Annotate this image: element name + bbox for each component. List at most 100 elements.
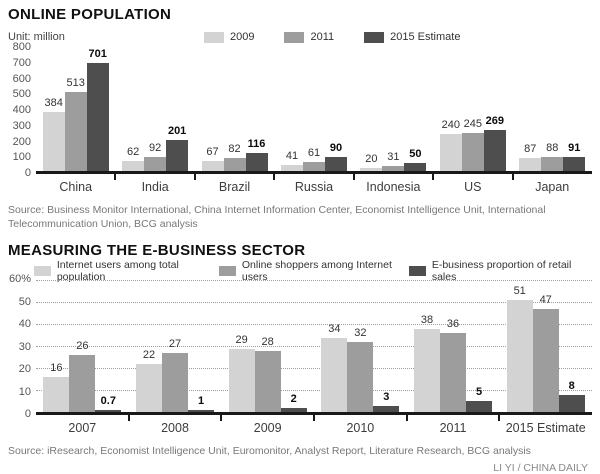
legend-swatch xyxy=(204,31,224,43)
bar-group: 67 82 116 xyxy=(195,48,276,180)
section-online-population: ONLINE POPULATION Unit: million 2009 2011… xyxy=(8,6,592,231)
bar-value-label: 513 xyxy=(66,77,85,90)
bar-value-label: 50 xyxy=(409,148,422,161)
bar-value-label: 41 xyxy=(285,149,299,162)
y-axis-tick-label: 800 xyxy=(12,41,31,53)
bar-series-2: 32 xyxy=(347,327,374,413)
chart1-y-axis: 800 700 600 500 400 300 200 100 0 xyxy=(8,42,36,179)
bar-series-1: 34 xyxy=(321,323,348,413)
bar-series-1: 384 xyxy=(42,97,65,171)
bar-series-3: 8 xyxy=(558,380,585,413)
gridline xyxy=(36,346,592,348)
bar-value-label: 201 xyxy=(167,125,187,138)
bar-value-label: 20 xyxy=(365,152,378,165)
bar-value-label: 3 xyxy=(383,390,390,403)
bar-value-label: 92 xyxy=(149,141,162,154)
bar-group: 51 47 8 xyxy=(499,280,592,413)
bar-value-label: 27 xyxy=(168,337,182,350)
y-axis-tick-label: 500 xyxy=(12,88,31,101)
chart1-source: Source: Business Monitor International, … xyxy=(8,204,546,231)
bar-group: 384 513 701 xyxy=(36,48,117,180)
chart1-plot-area: 384 513 701 62 92 201 67 82 116 41 61 90 20 31 50 240 24… xyxy=(36,48,592,180)
bar-group: 62 92 201 xyxy=(115,48,196,180)
legend-swatch xyxy=(284,31,305,43)
gridline xyxy=(36,280,592,282)
bar-value-label: 88 xyxy=(546,142,559,155)
bar-value-label: 8 xyxy=(568,379,575,392)
bar-series-3: 701 xyxy=(86,48,109,171)
legend-label: 2011 xyxy=(310,31,335,43)
y-axis-tick-label: 30 xyxy=(18,340,31,353)
bar-series-3: 0.7 xyxy=(95,395,122,413)
bar-series-1: 87 xyxy=(519,143,542,171)
bar-value-label: 34 xyxy=(328,322,341,335)
bar-value-label: 61 xyxy=(307,146,321,159)
chart2-source: Source: iResearch, Economist Intelligenc… xyxy=(8,445,531,458)
bar-value-label: 87 xyxy=(524,142,537,155)
y-axis-tick-label: 0 xyxy=(24,408,31,421)
x-axis-tick xyxy=(127,415,130,422)
bar-series-1: 22 xyxy=(136,349,162,413)
gridline xyxy=(36,302,592,304)
bar-series-3: 90 xyxy=(324,142,347,171)
chart2-title: MEASURING THE E-BUSINESS SECTOR xyxy=(8,242,306,260)
bar-series-2: 47 xyxy=(532,294,559,413)
bar-value-label: 82 xyxy=(228,143,241,156)
x-axis-label: 2010 xyxy=(346,421,375,436)
chart2-plot: 60% 50 40 30 20 10 0 16 26 0.7 22 27 1 29 28 2 34 32 3 38 3… xyxy=(8,274,592,422)
bar-value-label: 38 xyxy=(420,313,434,326)
bar-series-2: 92 xyxy=(144,142,167,171)
bar-series-2: 61 xyxy=(302,147,325,171)
y-axis-tick-label: 60% xyxy=(8,273,31,286)
bar-value-label: 32 xyxy=(354,326,367,339)
bar-value-label: 2 xyxy=(290,392,297,405)
y-axis-tick-label: 300 xyxy=(12,119,31,132)
x-axis-label: 2009 xyxy=(253,421,282,436)
bar-series-2: 82 xyxy=(223,143,246,171)
y-axis-tick-label: 600 xyxy=(12,72,31,85)
bar-value-label: 701 xyxy=(88,48,107,61)
bar-value-label: 5 xyxy=(475,386,483,399)
bar-series-3: 91 xyxy=(563,142,586,171)
x-axis-tick xyxy=(498,415,501,422)
x-axis-tick xyxy=(273,174,276,180)
bar-value-label: 22 xyxy=(142,348,156,361)
y-axis-tick-label: 100 xyxy=(12,151,31,164)
bar-value-label: 91 xyxy=(568,142,581,155)
bar-value-label: 31 xyxy=(387,151,400,164)
bar-group: 41 61 90 xyxy=(274,48,355,180)
bar-series-1: 29 xyxy=(228,334,255,413)
bar-group: 29 28 2 xyxy=(221,280,316,422)
x-axis-label: Russia xyxy=(294,180,334,194)
y-axis-tick-label: 200 xyxy=(12,135,31,148)
bar-value-label: 0.7 xyxy=(100,395,116,408)
x-axis-tick xyxy=(220,415,223,422)
bar-series-1: 51 xyxy=(506,285,533,413)
chart2-x-axis: 2007 2008 2009 2010 2011 2015 Estimate xyxy=(36,421,592,435)
y-axis-tick-label: 20 xyxy=(18,363,31,376)
legend-item: Online shoppers among Internet users xyxy=(219,259,409,283)
x-axis-tick xyxy=(313,415,316,422)
bar-series-3: 50 xyxy=(404,148,427,171)
legend-item: 2009 xyxy=(204,31,254,43)
chart1-plot: 800 700 600 500 400 300 200 100 0 384 513 701 62 92 2… xyxy=(8,42,592,180)
bar-series-3: 3 xyxy=(373,391,400,413)
bar-group: 16 26 0.7 xyxy=(36,280,130,422)
bar-group: 240 245 269 xyxy=(433,48,514,180)
bar-series-1: 16 xyxy=(43,362,70,413)
x-axis-tick xyxy=(114,174,117,180)
x-axis-label: Indonesia xyxy=(366,180,421,194)
legend-item: 2015 Estimate xyxy=(364,31,460,43)
bar-series-3: 116 xyxy=(245,138,268,171)
gridline xyxy=(36,368,592,370)
chart1-legend-row: Unit: million 2009 2011 2015 Estimate xyxy=(8,28,592,46)
y-axis-tick-label: 10 xyxy=(18,385,31,398)
bar-series-2: 88 xyxy=(541,142,564,171)
y-axis-tick-label: 0 xyxy=(24,167,31,179)
bar-group: 22 27 1 xyxy=(129,280,223,422)
bar-value-label: 245 xyxy=(463,118,482,131)
bar-group: 34 32 3 xyxy=(314,280,408,422)
chart2-plot-area: 16 26 0.7 22 27 1 29 28 2 34 32 3 38 36 5 51 47 8 xyxy=(36,280,592,422)
y-axis-tick-label: 400 xyxy=(12,104,31,116)
